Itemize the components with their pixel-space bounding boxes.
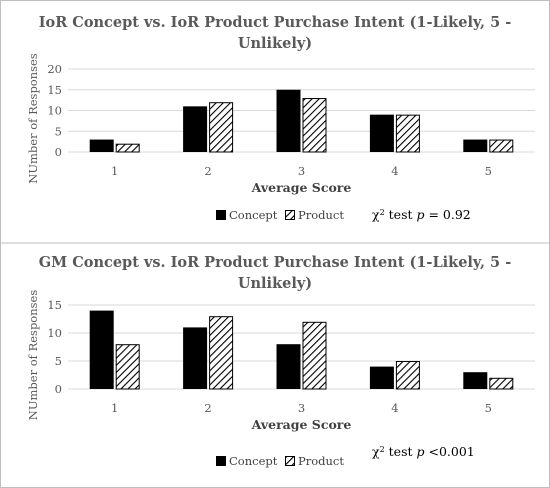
- y-axis-title: NUmber of Responses: [26, 53, 40, 184]
- bar-product: [302, 321, 327, 390]
- x-axis-title: Average Score: [251, 180, 352, 195]
- chart-title-line: GM Concept vs. IoR Product Purchase Inte…: [39, 254, 511, 271]
- x-tick-label: 4: [391, 164, 398, 178]
- legend: Concept Product: [216, 454, 344, 468]
- y-tick-label: 10: [47, 326, 62, 340]
- y-axis-title: NUmber of Responses: [26, 290, 40, 421]
- significance-note-sup: 2: [380, 208, 385, 217]
- y-tick-label: 20: [47, 62, 62, 76]
- x-tick-label: 3: [298, 164, 305, 178]
- bar-product: [395, 114, 420, 153]
- legend-label-concept: Concept: [229, 454, 278, 468]
- legend-label-concept: Concept: [229, 208, 278, 222]
- y-tick-label: 0: [55, 382, 62, 396]
- bar-concept: [369, 366, 394, 389]
- bar-product: [302, 98, 327, 153]
- significance-note-value: = 0.92: [425, 207, 471, 222]
- x-tick-label: 1: [111, 401, 118, 415]
- significance-note-sup: 2: [380, 445, 385, 454]
- bar-product: [395, 361, 420, 390]
- bar-concept: [89, 139, 114, 152]
- bar-concept: [463, 372, 488, 389]
- chart-title-line: Unlikely): [238, 275, 312, 292]
- significance-note-p: p: [416, 444, 424, 459]
- bar-concept: [463, 139, 488, 152]
- legend-swatch-concept: [216, 456, 226, 466]
- bar-product: [209, 102, 234, 153]
- bar-concept: [89, 310, 114, 389]
- chart-panel-1: IoR Concept vs. IoR Product Purchase Int…: [26, 14, 535, 222]
- x-tick-label: 2: [204, 164, 211, 178]
- legend-swatch-concept: [216, 210, 226, 220]
- bar-product: [115, 344, 140, 390]
- significance-note-chi: χ: [372, 207, 380, 222]
- x-tick-label: 1: [111, 164, 118, 178]
- bar-product: [209, 316, 234, 390]
- chart-panel-2: GM Concept vs. IoR Product Purchase Inte…: [26, 254, 535, 468]
- x-tick-label: 5: [485, 164, 492, 178]
- bar-concept: [369, 114, 394, 152]
- chart-title-line: Unlikely): [238, 35, 312, 52]
- y-tick-label: 15: [47, 83, 62, 97]
- y-tick-label: 0: [55, 145, 62, 159]
- significance-note-text: test: [385, 444, 417, 459]
- x-tick-label: 2: [204, 401, 211, 415]
- x-tick-label: 4: [391, 401, 398, 415]
- bar-concept: [276, 89, 301, 152]
- y-tick-label: 15: [47, 298, 62, 312]
- legend-label-product: Product: [298, 208, 344, 222]
- x-axis-title: Average Score: [251, 417, 352, 432]
- y-tick-label: 5: [55, 354, 62, 368]
- bar-concept: [183, 327, 208, 389]
- bar-concept: [276, 344, 301, 389]
- bar-product: [489, 377, 514, 390]
- significance-note: χ2 test p <0.001: [372, 444, 475, 459]
- legend: Concept Product: [216, 208, 344, 222]
- significance-note-p: p: [416, 207, 424, 222]
- bar-product: [489, 139, 514, 153]
- chart-title-line: IoR Concept vs. IoR Product Purchase Int…: [39, 14, 512, 31]
- x-tick-label: 3: [298, 401, 305, 415]
- y-tick-label: 10: [47, 104, 62, 118]
- bar-product: [115, 143, 140, 153]
- significance-note-value: <0.001: [425, 444, 475, 459]
- significance-note: χ2 test p = 0.92: [372, 207, 471, 222]
- bar-concept: [183, 106, 208, 152]
- x-tick-label: 5: [485, 401, 492, 415]
- legend-swatch-product: [285, 210, 295, 220]
- legend-label-product: Product: [298, 454, 344, 468]
- significance-note-chi: χ: [372, 444, 380, 459]
- legend-swatch-product: [285, 456, 295, 466]
- y-tick-label: 5: [55, 124, 62, 138]
- significance-note-text: test: [385, 207, 417, 222]
